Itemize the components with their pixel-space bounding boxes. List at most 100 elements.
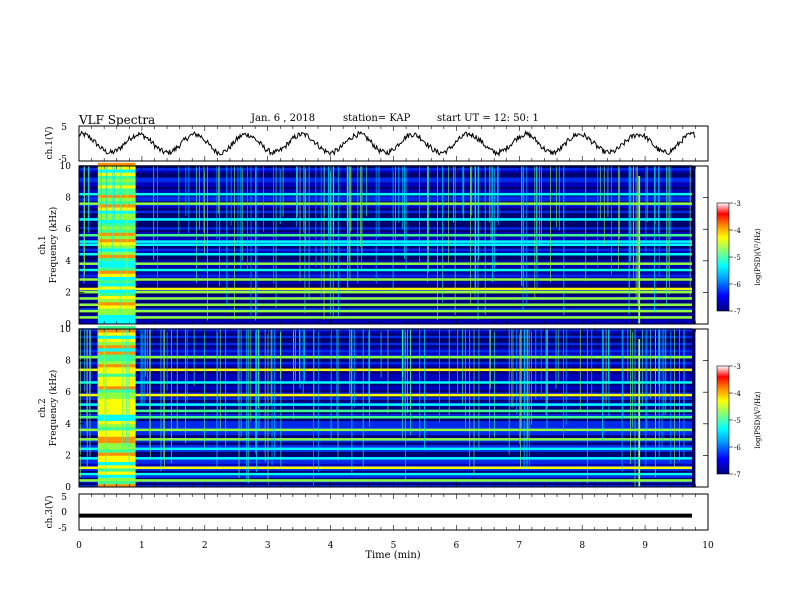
spectral-background-stripe — [79, 359, 692, 362]
strong-emission-cell — [97, 213, 136, 217]
sferic-line — [636, 166, 638, 304]
spectral-background-stripe — [79, 399, 692, 403]
strong-emission-cell — [97, 439, 136, 444]
sferic-line — [362, 329, 364, 468]
strong-emission-cell — [97, 184, 136, 189]
strong-emission-cell — [97, 430, 136, 434]
sferic-line — [299, 166, 301, 282]
ch2-colorbar — [716, 365, 730, 475]
spectral-background-stripe — [79, 274, 692, 278]
sferic-line — [646, 166, 648, 223]
sferic-line — [489, 329, 491, 440]
strong-emission-cell — [97, 433, 136, 437]
sferic-line — [683, 329, 685, 458]
sferic-line — [247, 166, 248, 270]
sferic-line — [563, 166, 565, 316]
sferic-line — [427, 166, 429, 250]
sferic-line — [442, 166, 444, 303]
sferic-line — [545, 329, 547, 416]
sferic-line — [663, 329, 665, 415]
sferic-line — [353, 329, 355, 408]
sferic-line — [103, 329, 104, 396]
spectral-background-stripe — [79, 418, 692, 422]
ch1-spectrogram-ylabel: ch.1 — [38, 235, 48, 254]
spectral-background-stripe — [79, 238, 692, 242]
sferic-line — [531, 329, 532, 425]
sferic-line — [145, 329, 147, 377]
ch2-spectrogram-ylabel2: Frequency (kHz) — [48, 370, 59, 447]
spectral-background-stripe — [79, 172, 692, 176]
sferic-line — [264, 329, 266, 462]
sferic-line — [141, 329, 143, 404]
strong-emission-cell — [97, 263, 136, 268]
strong-emission-cell — [97, 298, 136, 303]
sferic-line — [282, 166, 284, 217]
sferic-line — [176, 329, 178, 431]
spectral-background-stripe — [79, 307, 692, 311]
spectral-background-stripe — [79, 214, 692, 218]
sferic-line — [555, 329, 557, 389]
ch2-spectrogram-ylabel: ch.2 — [38, 398, 48, 417]
sferic-line — [654, 166, 656, 225]
sferic-line — [185, 166, 187, 216]
spectral-background-stripe — [79, 224, 692, 228]
sferic-line — [234, 166, 235, 320]
sferic-line — [512, 329, 514, 408]
spectral-background-stripe — [79, 196, 692, 199]
sferic-line — [163, 329, 165, 459]
sferic-line — [536, 166, 537, 263]
ch1-ytick-label: 0 — [65, 320, 71, 330]
strong-emission-cell — [97, 226, 136, 230]
sferic-line — [536, 166, 538, 274]
sferic-line — [303, 166, 305, 233]
spectral-background-stripe — [79, 328, 692, 332]
sferic-line — [329, 166, 331, 315]
sferic-line — [320, 166, 322, 300]
sferic-line — [395, 166, 396, 240]
strong-emission-cell — [97, 452, 136, 456]
sferic-line — [164, 329, 165, 470]
sferic-line — [219, 329, 221, 430]
strong-emission-cell — [97, 207, 136, 211]
spectral-background-stripe — [79, 434, 692, 438]
sferic-line — [275, 166, 277, 308]
emission-band — [79, 368, 692, 372]
spectral-background-stripe — [79, 281, 692, 285]
sferic-line — [655, 329, 657, 478]
sferic-line — [89, 329, 91, 457]
sferic-line — [510, 329, 512, 408]
sferic-line — [166, 329, 168, 391]
sferic-line — [149, 329, 151, 460]
strong-emission-cell — [97, 389, 136, 393]
strong-emission-cell — [97, 408, 136, 412]
sferic-line — [526, 166, 528, 306]
strong-emission-cell — [97, 325, 136, 330]
strong-emission-cell — [97, 404, 136, 409]
spectral-background-stripe — [79, 229, 692, 233]
spectral-background-stripe — [79, 351, 692, 355]
spectral-background-stripe — [79, 300, 692, 304]
sferic-line — [523, 329, 525, 470]
emission-band — [79, 355, 692, 359]
sferic-line — [670, 166, 672, 240]
sferic-line — [149, 329, 151, 411]
sferic-line — [403, 329, 405, 415]
x-tick-label: 5 — [391, 541, 397, 551]
sferic-line — [270, 329, 272, 404]
sferic-line — [246, 329, 248, 482]
strong-emission-cell — [97, 305, 136, 309]
x-tick-label: 9 — [642, 541, 648, 551]
sferic-line — [216, 329, 218, 415]
ch1-colorbar-tick-label: -3 — [734, 200, 741, 208]
sferic-line — [241, 166, 243, 261]
emission-band — [79, 278, 692, 281]
ch2-colorbar-label: log(PSD)(V²/Hz) — [754, 391, 762, 448]
sferic-line — [126, 329, 127, 447]
sferic-line — [171, 329, 172, 464]
spectral-background-stripe — [79, 260, 692, 263]
sferic-line — [654, 166, 655, 313]
sferic-line — [463, 166, 465, 221]
ch3-ylabel: ch.3(V) — [44, 496, 55, 529]
sferic-line — [271, 329, 273, 466]
spectral-background-stripe — [79, 349, 692, 353]
